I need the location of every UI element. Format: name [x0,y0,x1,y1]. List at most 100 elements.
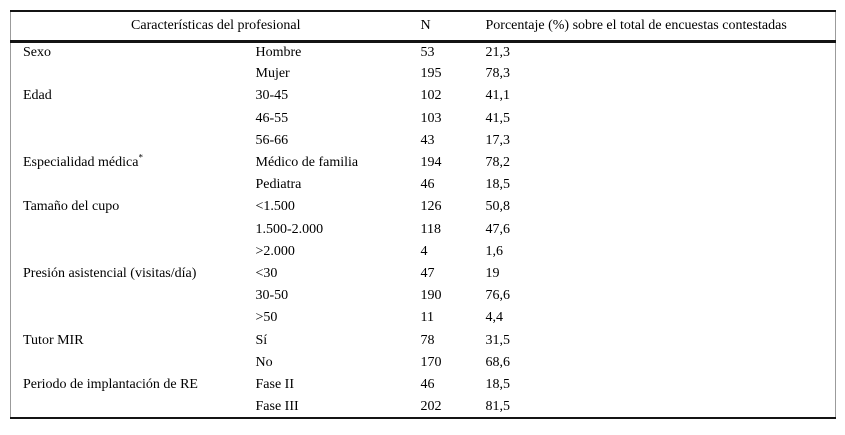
pct-cell: 47,6 [485,221,511,237]
n-cell: 46 [420,376,435,392]
n-cell: 190 [420,288,442,304]
value-cell: 1.500-2.000 [255,221,324,237]
n-cell: 46 [420,177,435,193]
table-row: Especialidad médica* Médico de familia 194… [11,152,836,174]
category-cell [11,174,256,196]
pct-cell: 21,3 [485,44,511,60]
pct-cell: 78,2 [485,155,511,171]
table-row: >2.000 4 1,6 [11,241,836,263]
n-cell: 11 [420,310,434,326]
category-cell [11,307,256,329]
category-label: Periodo de implantación de RE [23,376,198,392]
table-body: Sexo Hombre 53 21,3 Mujer 195 78,3 Edad 30-45 102… [11,41,836,418]
value-cell: 30-50 [255,288,289,304]
table-row: 1.500-2.000 118 47,6 [11,219,836,241]
n-cell: 126 [420,199,442,215]
category-label: Especialidad médica [23,155,139,171]
value-cell: 46-55 [255,110,289,126]
category-cell: Periodo de implantación de RE [11,374,256,396]
n-cell: 170 [420,354,442,370]
table-row: Pediatra 46 18,5 [11,174,836,196]
value-cell: Pediatra [255,177,302,193]
header-row: Características del profesional N Porcen… [10,11,836,43]
table-row: Tutor MIR Sí 78 31,5 [11,329,836,351]
table-row: Periodo de implantación de RE Fase II 46 18… [11,374,836,396]
category-label: Sexo [23,44,51,60]
table-header: Características del profesional N Porcen… [10,11,836,43]
value-cell: >50 [255,310,278,326]
value-cell: <1.500 [255,199,295,215]
col-header-porcentaje: Porcentaje (%) sobre el total de encuest… [485,11,836,43]
n-cell: 102 [420,88,442,104]
col-header-n: N [420,11,486,43]
n-cell: 43 [420,132,435,148]
pct-cell: 18,5 [485,376,511,392]
table-row: 56-66 43 17,3 [11,130,836,152]
category-label: Tutor MIR [23,332,84,348]
pct-cell: 18,5 [485,177,511,193]
professional-characteristics-table: Características del profesional N Porcen… [10,10,837,420]
category-label: Presión asistencial (visitas/día) [23,265,197,281]
category-cell [11,108,256,130]
value-cell: 30-45 [255,88,289,104]
category-cell: Presión asistencial (visitas/día) [11,263,256,285]
pct-cell: 17,3 [485,132,511,148]
table-row: No 170 68,6 [11,352,836,374]
pct-cell: 19 [485,265,500,281]
table-row: Mujer 195 78,3 [11,63,836,85]
n-cell: 53 [420,44,435,60]
category-label: Tamaño del cupo [23,199,120,215]
value-cell: >2.000 [255,243,295,259]
category-label: Edad [23,88,52,104]
n-cell: 78 [420,332,435,348]
pct-cell: 76,6 [485,288,511,304]
category-cell [11,241,256,263]
category-cell [11,130,256,152]
value-cell: Hombre [255,44,302,60]
table-row: >50 11 4,4 [11,307,836,329]
category-cell [11,63,256,85]
n-cell: 195 [420,66,442,82]
pct-cell: 68,6 [485,354,511,370]
category-cell: Edad [11,85,256,107]
table-row: 46-55 103 41,5 [11,108,836,130]
value-cell: No [255,354,273,370]
category-cell [11,285,256,307]
table-row: Edad 30-45 102 41,1 [11,85,836,107]
category-cell: Sexo [11,41,256,63]
value-cell: Fase III [255,398,299,414]
value-cell: Médico de familia [255,155,359,171]
category-cell [11,396,256,418]
value-cell: Sí [255,332,268,348]
n-cell: 118 [420,221,441,237]
col-header-caracteristicas: Características del profesional [10,11,421,43]
category-cell [11,219,256,241]
pct-cell: 81,5 [485,398,511,414]
category-cell: Tamaño del cupo [11,196,256,218]
category-cell: Especialidad médica* [11,152,256,174]
category-cell: Tutor MIR [11,329,256,351]
pct-cell: 50,8 [485,199,511,215]
n-cell: 202 [420,398,442,414]
value-cell: <30 [255,265,278,281]
n-cell: 103 [420,110,442,126]
pct-cell: 1,6 [485,243,504,259]
value-cell: Mujer [255,66,290,82]
table-row: Sexo Hombre 53 21,3 [11,41,836,63]
table-row: Presión asistencial (visitas/día) <30 47 19 [11,263,836,285]
n-cell: 194 [420,155,442,171]
pct-cell: 41,5 [485,110,511,126]
n-cell: 4 [420,243,428,259]
n-cell: 47 [420,265,435,281]
table-row: Fase III 202 81,5 [11,396,836,418]
pct-cell: 78,3 [485,66,511,82]
category-cell [11,352,256,374]
pct-cell: 4,4 [485,310,504,326]
table-row: Tamaño del cupo <1.500 126 50,8 [11,196,836,218]
pct-cell: 31,5 [485,332,511,348]
value-cell: Fase II [255,376,295,392]
footnote-asterisk: * [138,152,143,163]
pct-cell: 41,1 [485,88,511,104]
value-cell: 56-66 [255,132,289,148]
